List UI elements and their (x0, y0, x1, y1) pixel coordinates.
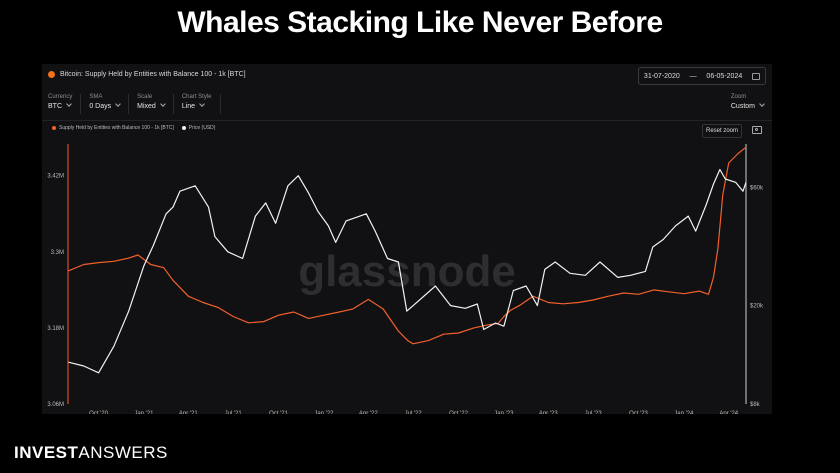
y-right-tick-label: $20k (750, 304, 764, 310)
currency-select[interactable]: Currency BTC (48, 94, 82, 114)
x-tick-label: Jan '21 (134, 411, 154, 414)
brand-part-2: ANSWERS (78, 443, 168, 462)
x-tick-label: Jul '23 (585, 411, 603, 414)
y-right-tick-label: $60k (750, 186, 764, 192)
chart-controls: Currency BTC SMA 0 Days Scale Mixed Char… (48, 94, 229, 114)
chart-style-select[interactable]: Chart Style Line (182, 94, 221, 114)
x-tick-label: Apr '21 (179, 411, 198, 414)
scale-select[interactable]: Scale Mixed (137, 94, 174, 114)
chart-panel: Bitcoin: Supply Held by Entities with Ba… (42, 64, 772, 414)
legend-label-supply: Supply Held by Entities with Balance 100… (59, 125, 174, 131)
headline: Whales Stacking Like Never Before (177, 6, 663, 39)
x-tick-label: Oct '21 (269, 411, 288, 414)
date-separator: — (689, 72, 697, 80)
divider (42, 120, 772, 121)
date-to: 06-05-2024 (706, 72, 743, 80)
currency-label: Currency (48, 94, 73, 100)
sma-select[interactable]: SMA 0 Days (89, 94, 130, 114)
chart-legend: Supply Held by Entities with Balance 100… (52, 125, 223, 131)
date-from: 31-07-2020 (643, 72, 680, 80)
chart-plot: glassnode 3.42M 3.3M 3.18M 3.06M $60k $20k $8k O… (47, 144, 764, 414)
watermark: glassnode (298, 247, 516, 296)
x-tick-label: Jan '22 (314, 411, 334, 414)
price-series-line (68, 168, 747, 374)
y-left-tick-label: 3.42M (47, 174, 64, 180)
reset-zoom-button[interactable]: Reset zoom (702, 124, 742, 138)
x-tick-label: Jul '22 (405, 411, 423, 414)
x-tick-label: Apr '22 (359, 411, 378, 414)
zoom-value: Custom (730, 103, 755, 110)
chart-title-row: Bitcoin: Supply Held by Entities with Ba… (48, 71, 246, 78)
legend-label-price: Price (USD) (188, 125, 216, 131)
y-left-tick-label: 3.18M (47, 326, 64, 332)
y-left-tick-label: 3.06M (47, 402, 64, 408)
zoom-select[interactable]: Zoom Custom (730, 94, 765, 110)
scale-label: Scale (137, 94, 153, 100)
zoom-label: Zoom (730, 94, 747, 100)
bitcoin-icon (48, 71, 55, 78)
legend-item-supply[interactable]: Supply Held by Entities with Balance 100… (52, 125, 174, 131)
sma-label: SMA (89, 94, 103, 100)
x-tick-label: Oct '22 (449, 411, 468, 414)
chart-title: Bitcoin: Supply Held by Entities with Ba… (60, 71, 246, 78)
currency-value: BTC (48, 103, 62, 110)
chart-style-value: Line (181, 103, 196, 110)
brand-logo: INVESTANSWERS (14, 443, 168, 463)
legend-dot-supply (52, 126, 56, 130)
x-tick-label: Apr '24 (719, 411, 738, 414)
y-right-tick-label: $8k (750, 402, 761, 408)
brand-part-1: INVEST (14, 443, 79, 462)
legend-item-price[interactable]: Price (USD) (181, 125, 216, 131)
x-tick-label: Apr '23 (539, 411, 558, 414)
x-tick-label: Oct '23 (629, 411, 648, 414)
x-tick-label: Jan '24 (674, 411, 694, 414)
x-tick-label: Jan '23 (494, 411, 514, 414)
legend-dot-price (181, 126, 186, 130)
scale-value: Mixed (137, 103, 156, 110)
x-tick-label: Oct '20 (89, 411, 108, 414)
supply-series-line (68, 146, 747, 345)
chart-style-label: Chart Style (181, 94, 212, 100)
x-tick-label: Jul '21 (225, 411, 243, 414)
calendar-icon[interactable] (752, 72, 761, 80)
date-range-picker[interactable]: 31-07-2020 — 06-05-2024 (638, 67, 766, 85)
y-left-tick-label: 3.3M (51, 250, 64, 256)
camera-icon[interactable] (752, 126, 762, 134)
sma-value: 0 Days (89, 103, 112, 110)
